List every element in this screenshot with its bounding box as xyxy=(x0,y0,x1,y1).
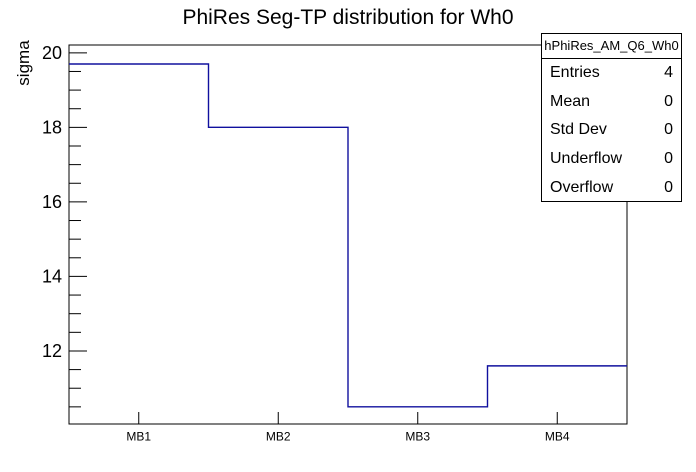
stats-row: Overflow 0 xyxy=(542,173,681,202)
x-axis-ticks xyxy=(138,412,558,424)
x-tick-label: MB3 xyxy=(405,430,430,444)
stats-row: Underflow 0 xyxy=(542,145,681,174)
x-tick-label: MB2 xyxy=(266,430,291,444)
stats-box-rows: Entries 4 Mean 0 Std Dev 0 Underflow 0 Overflow 0 xyxy=(542,59,681,202)
y-tick-label: 18 xyxy=(42,117,62,137)
stats-row-label: Mean xyxy=(550,92,591,110)
stats-row: Std Dev 0 xyxy=(542,116,681,145)
stats-box: hPhiRes_AM_Q6_Wh0 Entries 4 Mean 0 Std Dev 0 U… xyxy=(541,33,682,202)
stats-row: Entries 4 xyxy=(542,59,681,88)
chart-title: PhiRes Seg-TP distribution for Wh0 xyxy=(182,6,514,29)
stats-row-value: 0 xyxy=(664,92,673,110)
x-axis-labels: MB1 MB2 MB3 MB4 xyxy=(126,430,570,444)
y-tick-label: 12 xyxy=(42,341,62,361)
stats-row-value: 0 xyxy=(664,178,673,196)
y-tick-label: 16 xyxy=(42,192,62,212)
stats-row: Mean 0 xyxy=(542,88,681,117)
stats-row-value: 0 xyxy=(664,121,673,139)
y-axis-labels: 12 14 16 18 20 xyxy=(42,43,62,361)
y-tick-label: 20 xyxy=(42,43,62,63)
stats-row-label: Underflow xyxy=(550,150,623,168)
x-tick-label: MB1 xyxy=(126,430,151,444)
y-axis-title: sigma xyxy=(14,40,33,86)
y-tick-label: 14 xyxy=(42,266,62,286)
x-tick-label: MB4 xyxy=(545,430,570,444)
stats-box-title: hPhiRes_AM_Q6_Wh0 xyxy=(542,34,681,59)
stats-row-label: Std Dev xyxy=(550,121,607,139)
plot-frame xyxy=(68,44,628,425)
stats-row-value: 0 xyxy=(664,150,673,168)
stats-row-value: 4 xyxy=(664,64,673,82)
y-axis-ticks xyxy=(69,52,87,408)
stats-row-label: Overflow xyxy=(550,178,614,196)
histogram-line xyxy=(69,63,627,408)
stats-row-label: Entries xyxy=(550,64,600,82)
